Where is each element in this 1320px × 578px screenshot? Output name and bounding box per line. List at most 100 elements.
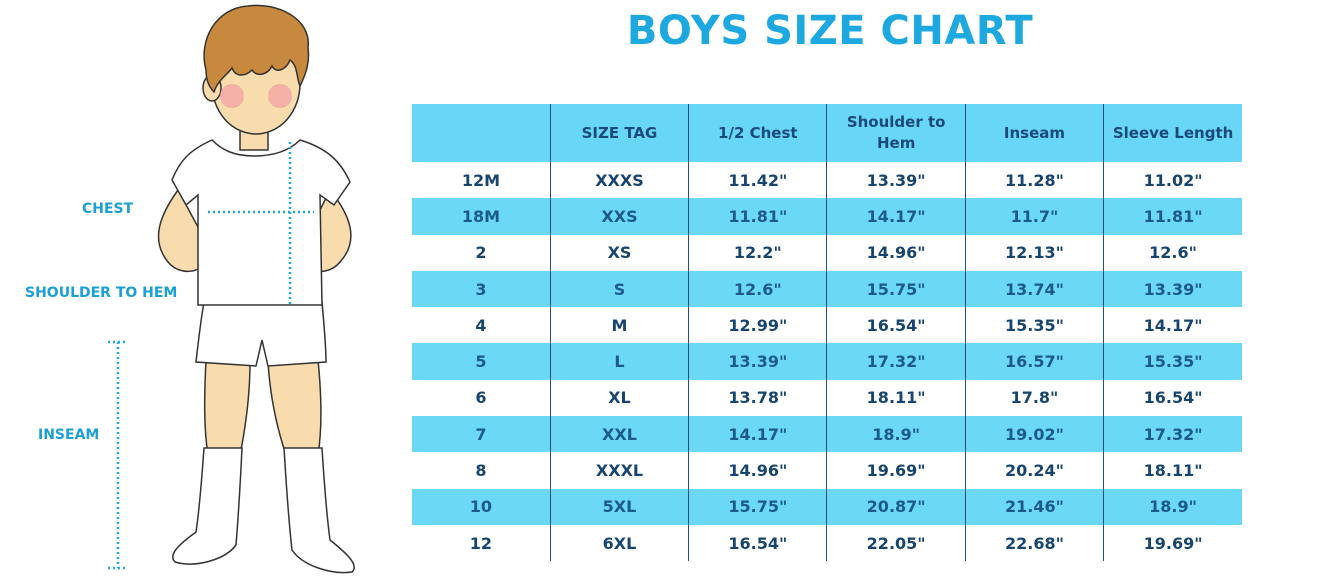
table-row: 6 XL 13.78" 18.11" 17.8" 16.54"	[412, 379, 1242, 417]
cell-size-tag: 5XL	[549, 488, 689, 525]
size-chart-table: SIZE TAG 1/2 Chest Shoulder to Hem Insea…	[412, 104, 1242, 562]
cell-sleeve-length: 15.35"	[1103, 343, 1242, 380]
inseam-label: INSEAM	[38, 427, 100, 443]
cell-half-chest: 12.2"	[688, 234, 827, 271]
header-age	[412, 104, 550, 162]
cell-age: 18M	[461, 206, 500, 226]
cell-shoulder-to-hem: 14.17"	[826, 198, 966, 235]
cell-shoulder-to-hem: 14.96"	[826, 234, 966, 271]
table-row: 3 S 12.6" 15.75" 13.74" 13.39"	[412, 270, 1242, 308]
cell-age: 4	[475, 315, 487, 335]
cell-age: 8	[475, 461, 487, 481]
cell-half-chest: 15.75"	[688, 488, 827, 525]
cell-age: 3	[475, 279, 487, 299]
cell-inseam: 16.57"	[964, 343, 1104, 380]
cell-size-tag: XS	[549, 234, 689, 271]
cell-size-tag: XXXS	[549, 162, 689, 199]
cell-size-tag: M	[549, 307, 689, 344]
header-size-tag: SIZE TAG	[549, 104, 689, 162]
cell-sleeve-length: 12.6"	[1103, 234, 1242, 271]
cell-half-chest: 12.6"	[688, 270, 827, 308]
cell-age: 2	[475, 243, 487, 263]
cell-age: 12	[469, 533, 493, 553]
cell-size-tag: XXS	[549, 198, 689, 235]
header-sleeve-length: Sleeve Length	[1103, 104, 1242, 162]
table-row: 8 XXXL 14.96" 19.69" 20.24" 18.11"	[412, 452, 1242, 489]
cell-half-chest: 11.81"	[688, 198, 827, 235]
cell-half-chest: 14.17"	[688, 416, 827, 453]
right-cheek	[268, 84, 292, 108]
cell-shoulder-to-hem: 22.05"	[826, 524, 966, 562]
cell-half-chest: 14.96"	[688, 452, 827, 489]
cell-age: 10	[469, 497, 493, 517]
table-row: 12M XXXS 11.42" 13.39" 11.28" 11.02"	[412, 162, 1242, 199]
cell-inseam: 11.28"	[964, 162, 1104, 199]
cell-half-chest: 12.99"	[688, 307, 827, 344]
cell-size-tag: XXL	[549, 416, 689, 453]
table-header-row: SIZE TAG 1/2 Chest Shoulder to Hem Insea…	[412, 104, 1242, 162]
cell-inseam: 21.46"	[964, 488, 1104, 525]
cell-half-chest: 16.54"	[688, 524, 827, 562]
cell-inseam: 12.13"	[964, 234, 1104, 271]
cell-inseam: 17.8"	[964, 379, 1104, 417]
left-cheek	[220, 84, 244, 108]
cell-inseam: 22.68"	[964, 524, 1104, 562]
cell-age: 7	[475, 424, 487, 444]
cell-sleeve-length: 13.39"	[1103, 270, 1242, 308]
cell-half-chest: 13.78"	[688, 379, 827, 417]
table-row: 12 6XL 16.54" 22.05" 22.68" 19.69"	[412, 524, 1242, 562]
cell-size-tag: S	[549, 270, 689, 308]
table-row: 18M XXS 11.81" 14.17" 11.7" 11.81"	[412, 198, 1242, 235]
table-row: 7 XXL 14.17" 18.9" 19.02" 17.32"	[412, 416, 1242, 453]
shoulder-to-hem-label: SHOULDER TO HEM	[25, 285, 178, 301]
shirt	[171, 139, 351, 306]
cell-sleeve-length: 19.69"	[1103, 524, 1242, 562]
cell-sleeve-length: 17.32"	[1103, 416, 1242, 453]
left-sock	[172, 447, 243, 565]
cell-sleeve-length: 11.02"	[1103, 162, 1242, 199]
header-half-chest: 1/2 Chest	[688, 104, 827, 162]
cell-shoulder-to-hem: 13.39"	[826, 162, 966, 199]
cell-size-tag: 6XL	[549, 524, 689, 562]
cell-sleeve-length: 16.54"	[1103, 379, 1242, 417]
cell-shoulder-to-hem: 19.69"	[826, 452, 966, 489]
cell-half-chest: 13.39"	[688, 343, 827, 380]
cell-inseam: 13.74"	[964, 270, 1104, 308]
cell-age: 5	[475, 352, 487, 372]
cell-shoulder-to-hem: 15.75"	[826, 270, 966, 308]
cell-half-chest: 11.42"	[688, 162, 827, 199]
cell-sleeve-length: 11.81"	[1103, 198, 1242, 235]
cell-age: 6	[475, 388, 487, 408]
table-row: 2 XS 12.2" 14.96" 12.13" 12.6"	[412, 234, 1242, 271]
cell-size-tag: XL	[549, 379, 689, 417]
cell-size-tag: L	[549, 343, 689, 380]
cell-sleeve-length: 18.11"	[1103, 452, 1242, 489]
left-arm	[157, 188, 206, 273]
left-leg	[203, 359, 251, 456]
cell-shoulder-to-hem: 17.32"	[826, 343, 966, 380]
shorts	[195, 301, 327, 367]
cell-shoulder-to-hem: 16.54"	[826, 307, 966, 344]
right-leg	[267, 359, 322, 456]
table-row: 5 L 13.39" 17.32" 16.57" 15.35"	[412, 343, 1242, 380]
chest-label: CHEST	[82, 201, 134, 217]
cell-shoulder-to-hem: 18.9"	[826, 416, 966, 453]
cell-sleeve-length: 14.17"	[1103, 307, 1242, 344]
header-inseam: Inseam	[964, 104, 1104, 162]
cell-inseam: 19.02"	[964, 416, 1104, 453]
cell-inseam: 11.7"	[964, 198, 1104, 235]
cell-inseam: 15.35"	[964, 307, 1104, 344]
table-row: 4 M 12.99" 16.54" 15.35" 14.17"	[412, 307, 1242, 344]
table-row: 10 5XL 15.75" 20.87" 21.46" 18.9"	[412, 488, 1242, 525]
cell-shoulder-to-hem: 18.11"	[826, 379, 966, 417]
boy-figure-illustration	[108, 4, 355, 574]
hair	[203, 4, 310, 94]
page-title: BOYS SIZE CHART	[626, 8, 1034, 54]
cell-inseam: 20.24"	[964, 452, 1104, 489]
cell-sleeve-length: 18.9"	[1103, 488, 1242, 525]
cell-size-tag: XXXL	[549, 452, 689, 489]
cell-age: 12M	[461, 170, 500, 190]
header-shoulder-to-hem: Shoulder to Hem	[826, 104, 966, 162]
cell-shoulder-to-hem: 20.87"	[826, 488, 966, 525]
right-sock	[283, 447, 355, 574]
